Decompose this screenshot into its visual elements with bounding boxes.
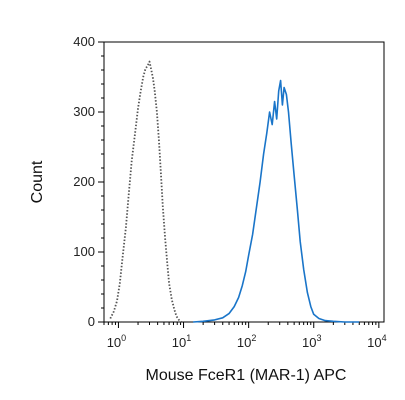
x-tick-label: 103 — [302, 333, 321, 350]
x-tick-label: 104 — [367, 333, 386, 350]
series-layer — [109, 60, 360, 323]
y-tick-label: 100 — [73, 244, 95, 259]
control-histogram-line — [109, 60, 182, 323]
y-tick-label: 200 — [73, 174, 95, 189]
y-tick-label: 400 — [73, 34, 95, 49]
y-tick-label: 300 — [73, 104, 95, 119]
y-axis-label: Count — [29, 160, 46, 203]
stained-histogram-line — [193, 79, 360, 323]
x-tick-label: 102 — [237, 333, 256, 350]
x-axis-ticks: 100 101 102 103 104 — [103, 322, 387, 350]
y-tick-label: 0 — [88, 314, 95, 329]
x-tick-label: 101 — [172, 333, 191, 350]
x-axis-label: Mouse FceR1 (MAR-1) APC — [146, 367, 347, 384]
y-axis-ticks: 0 100 200 300 400 — [73, 34, 104, 329]
x-tick-label: 100 — [107, 333, 126, 350]
